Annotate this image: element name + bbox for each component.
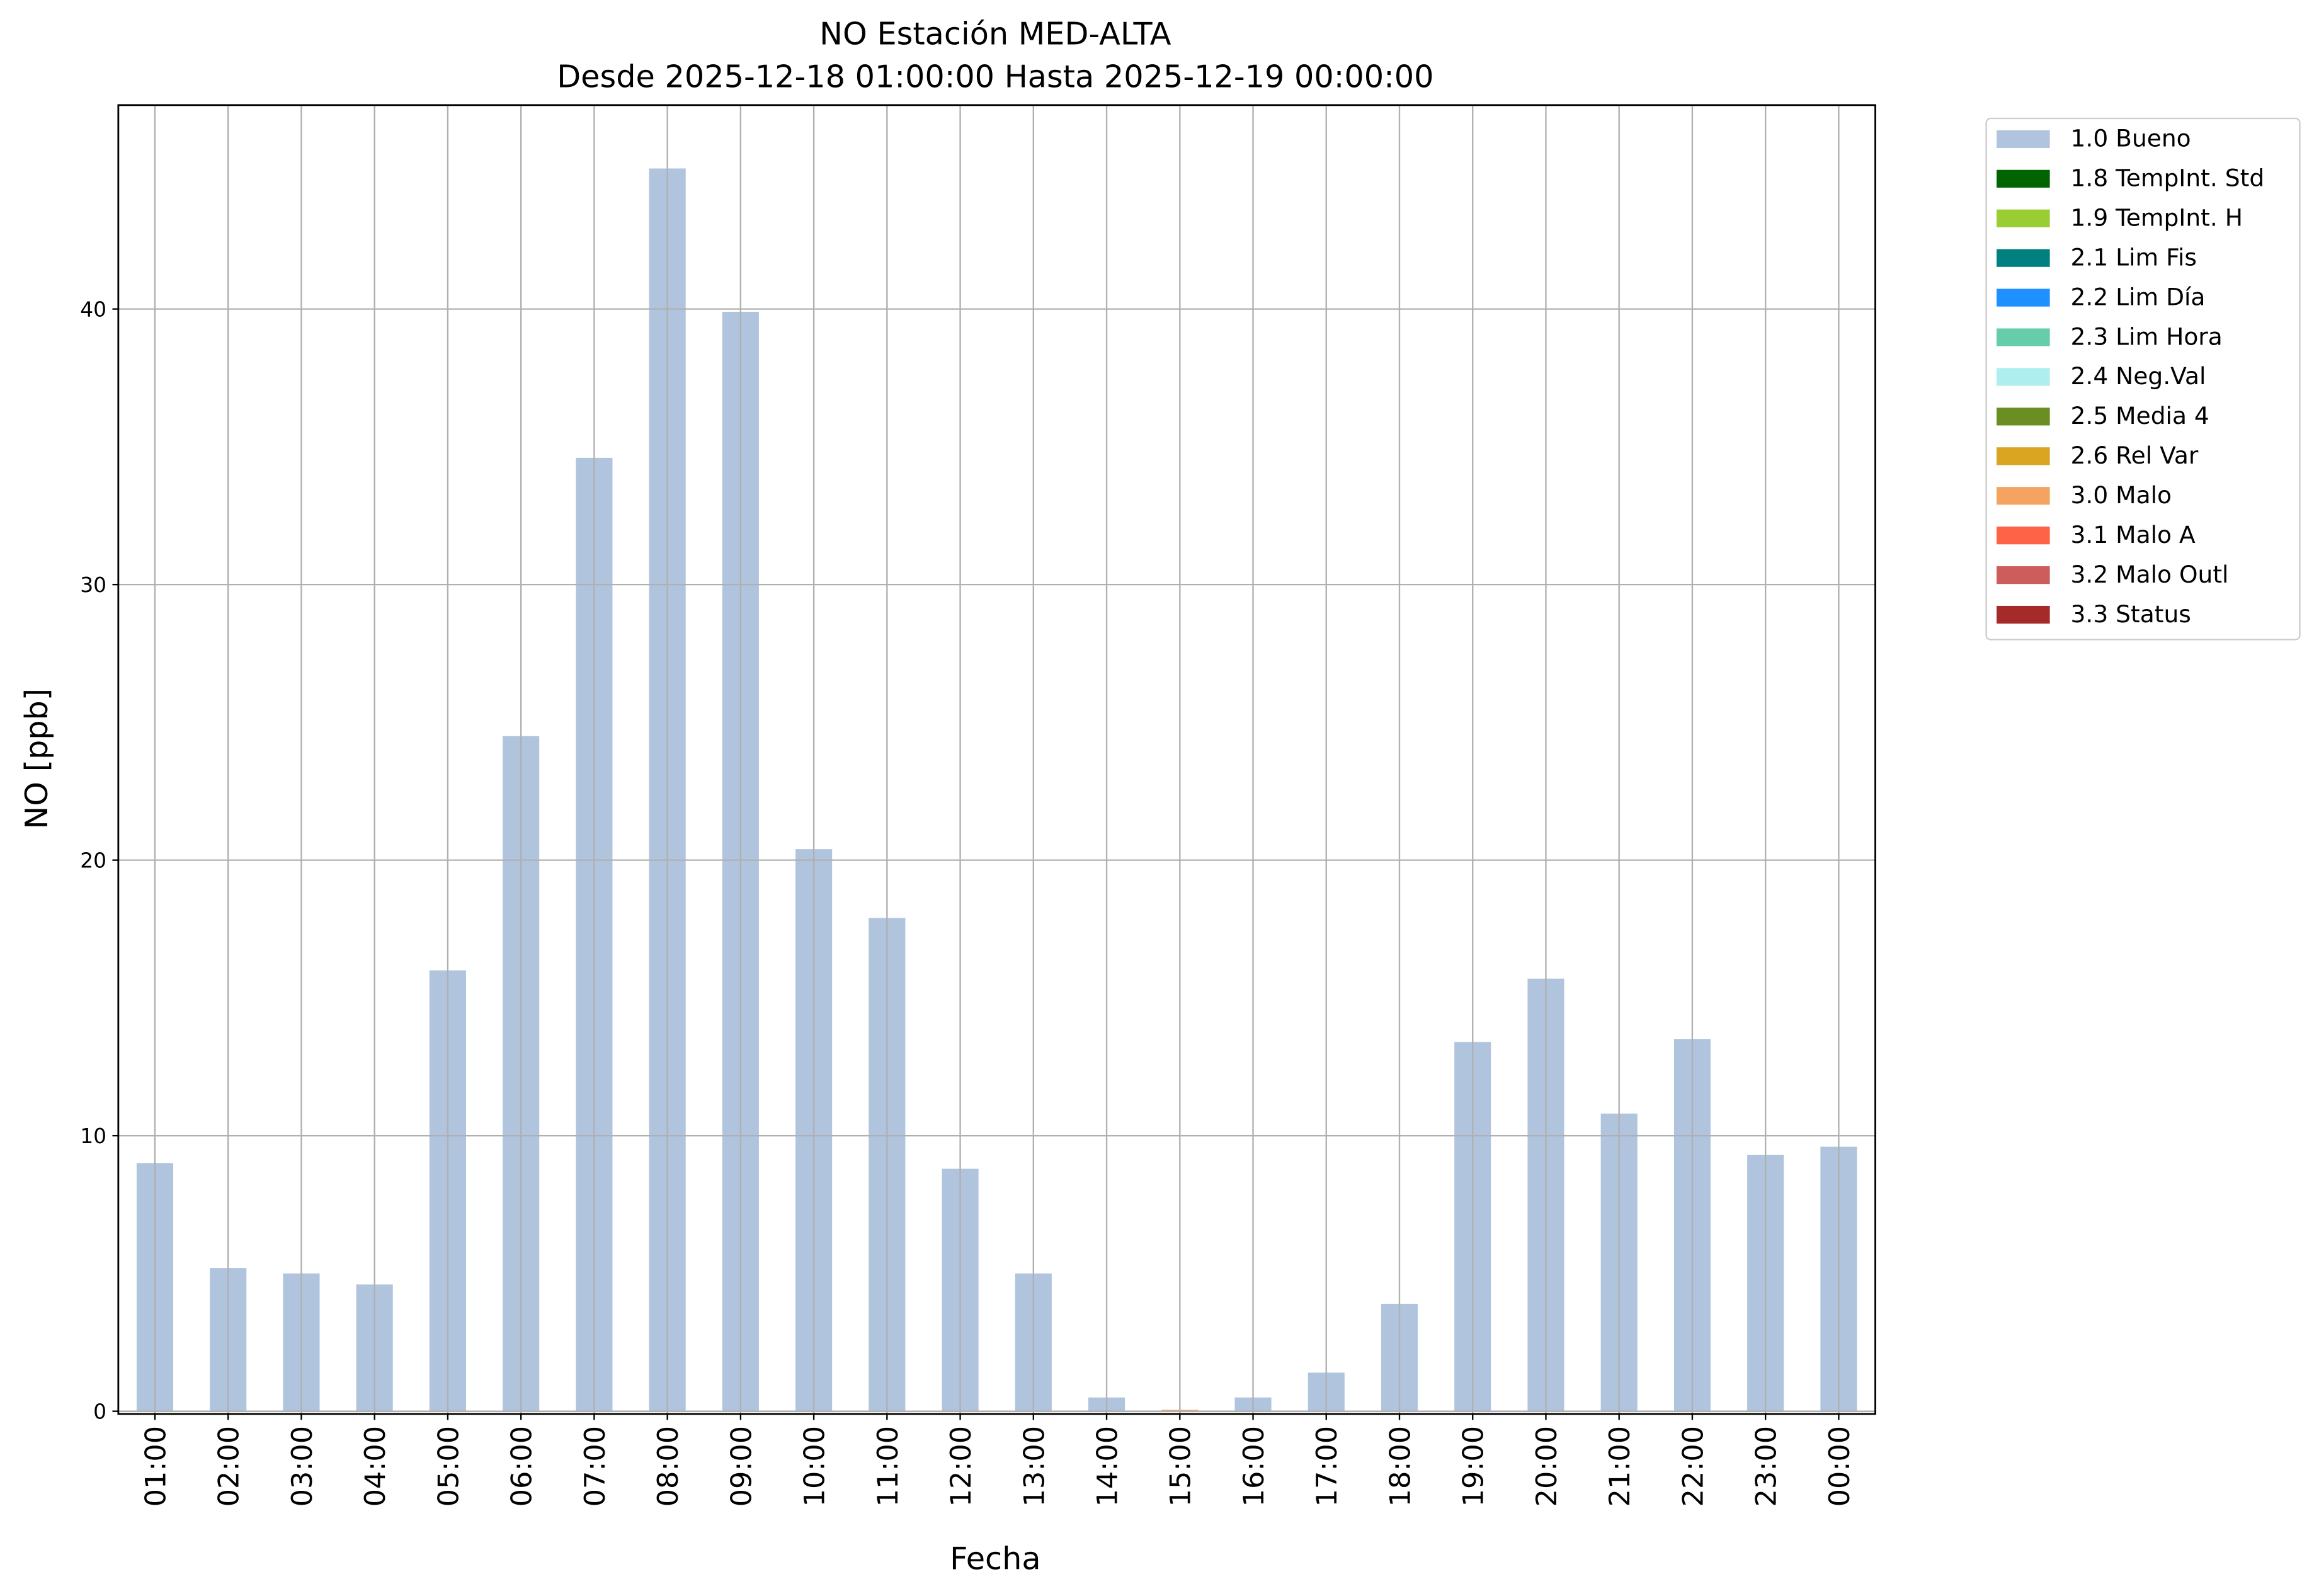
x-tick-label: 16:00: [1238, 1426, 1270, 1507]
x-tick-label: 03:00: [286, 1426, 319, 1507]
x-tick-label: 01:00: [139, 1426, 172, 1507]
x-tick-label: 18:00: [1384, 1426, 1416, 1507]
x-tick-label: 15:00: [1165, 1426, 1197, 1507]
y-axis-label: NO [ppb]: [18, 688, 55, 829]
x-tick-label: 23:00: [1750, 1426, 1783, 1507]
x-tick-label: 20:00: [1530, 1426, 1563, 1507]
legend-swatch: [1997, 249, 2050, 267]
x-tick-label: 10:00: [799, 1426, 831, 1507]
legend-swatch: [1997, 368, 2050, 386]
x-tick-label: 12:00: [945, 1426, 977, 1507]
x-axis-label: Fecha: [950, 1541, 1041, 1577]
legend-label: 3.1 Malo A: [2071, 521, 2196, 549]
legend-label: 3.0 Malo: [2071, 481, 2172, 509]
legend-swatch: [1997, 527, 2050, 545]
legend-label: 2.2 Lim Día: [2071, 283, 2206, 311]
y-tick-label: 40: [80, 297, 106, 321]
legend-swatch: [1997, 408, 2050, 426]
legend-box: [1985, 117, 2301, 641]
legend-label: 2.3 Lim Hora: [2071, 322, 2223, 350]
legend-swatch: [1997, 487, 2050, 505]
legend-label: 1.0 Bueno: [2071, 125, 2191, 152]
x-tick-label: 21:00: [1604, 1426, 1636, 1507]
x-tick-label: 08:00: [652, 1426, 685, 1507]
legend-swatch: [1997, 447, 2050, 465]
legend-label: 2.1 Lim Fis: [2071, 243, 2197, 271]
legend-label: 3.2 Malo Outl: [2071, 561, 2229, 588]
legend-swatch: [1997, 130, 2050, 148]
chart-title: NO Estación MED-ALTA: [819, 16, 1171, 52]
legend-swatch: [1997, 169, 2050, 188]
x-tick-label: 00:00: [1823, 1426, 1856, 1507]
y-tick-label: 20: [80, 848, 106, 872]
legend-label: 1.9 TempInt. H: [2071, 203, 2243, 231]
chart-subtitle: Desde 2025-12-18 01:00:00 Hasta 2025-12-…: [557, 59, 1433, 95]
legend-swatch: [1997, 209, 2050, 227]
legend-swatch: [1997, 328, 2050, 346]
y-tick-label: 0: [93, 1399, 106, 1423]
x-tick-label: 14:00: [1091, 1426, 1124, 1507]
x-tick-label: 04:00: [359, 1426, 392, 1507]
plot-frame: [117, 104, 1876, 1415]
legend-label: 1.8 TempInt. Std: [2071, 164, 2265, 192]
x-tick-label: 19:00: [1457, 1426, 1490, 1507]
x-tick-label: 11:00: [872, 1426, 904, 1507]
x-tick-label: 22:00: [1677, 1426, 1709, 1507]
x-tick-label: 17:00: [1311, 1426, 1343, 1507]
x-tick-label: 05:00: [432, 1426, 465, 1507]
x-tick-label: 07:00: [579, 1426, 612, 1507]
legend-swatch: [1997, 288, 2050, 307]
x-tick-label: 09:00: [725, 1426, 758, 1507]
legend-label: 3.3 Status: [2071, 600, 2191, 628]
legend-label: 2.4 Neg.Val: [2071, 362, 2206, 390]
legend-swatch: [1997, 566, 2050, 584]
legend-label: 2.5 Media 4: [2071, 402, 2209, 430]
legend-swatch: [1997, 605, 2050, 624]
y-tick-label: 10: [80, 1124, 106, 1148]
x-tick-label: 02:00: [213, 1426, 246, 1507]
legend-label: 2.6 Rel Var: [2071, 442, 2199, 469]
x-tick-label: 06:00: [506, 1426, 538, 1507]
x-tick-label: 13:00: [1018, 1426, 1051, 1507]
y-tick-label: 30: [80, 573, 106, 597]
